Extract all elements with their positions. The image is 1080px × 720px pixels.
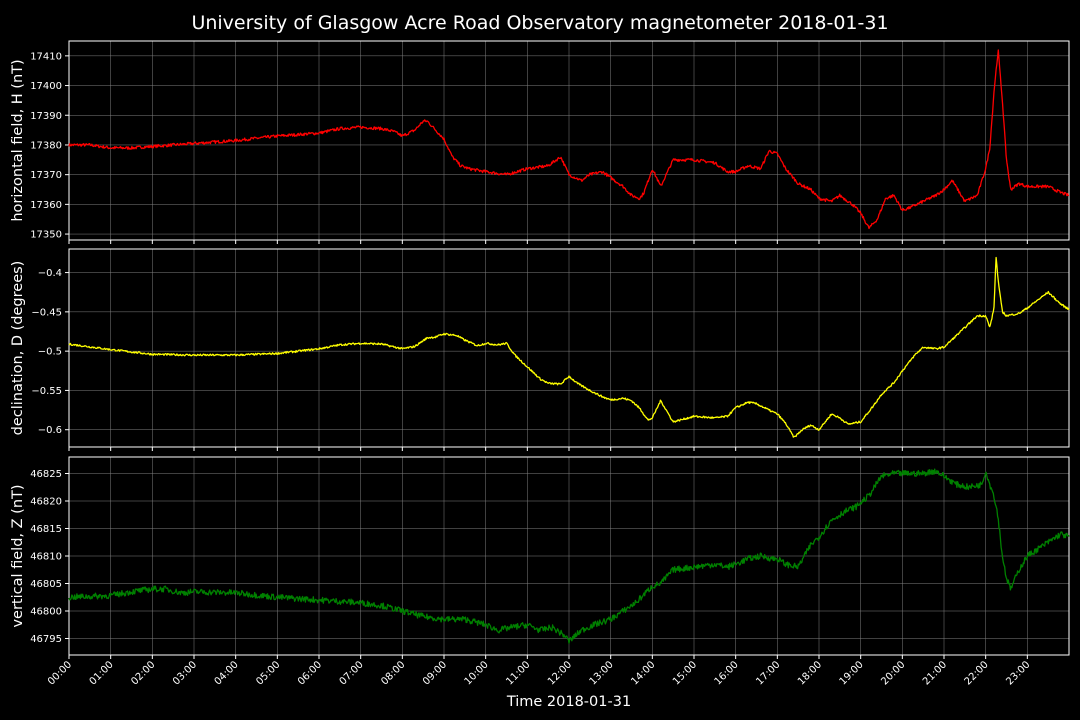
series-line-d <box>68 256 1070 438</box>
x-axis-label: Time 2018-01-31 <box>506 694 631 710</box>
y-tick-label: −0.6 <box>38 425 62 436</box>
y-tick-label: 46825 <box>30 469 62 480</box>
y-tick-label: 46800 <box>30 607 62 618</box>
series-line-z <box>68 468 1070 644</box>
y-tick-label: 46805 <box>30 579 62 590</box>
grid-d <box>68 249 1069 447</box>
ylabel-d: declination, D (degrees) <box>10 261 26 436</box>
y-tick-label: 17360 <box>30 200 62 211</box>
y-tick-label: −0.4 <box>38 268 62 279</box>
y-tick-label: −0.5 <box>38 347 62 358</box>
xtickmarks-h <box>68 240 1028 244</box>
y-tick-label: 46795 <box>30 634 62 645</box>
y-tick-label: 46810 <box>30 552 62 563</box>
yticks-d: −0.6 −0.55 −0.5 −0.45 −0.4 <box>31 268 69 436</box>
yticks-h: 17350 17360 17370 17380 17390 17400 17410 <box>30 51 69 241</box>
figure-title: University of Glasgow Acre Road Observat… <box>191 12 888 34</box>
yticks-z: 46795 46800 46805 46810 46815 46820 46825 <box>30 469 69 645</box>
panel-declination: −0.6 −0.55 −0.5 −0.45 −0.4 declination, D (d… <box>10 248 1070 451</box>
y-tick-label: 17410 <box>30 51 62 62</box>
y-tick-label: 46815 <box>30 524 62 535</box>
y-tick-label: −0.55 <box>31 386 62 397</box>
y-tick-label: −0.45 <box>31 307 62 318</box>
y-tick-label: 17390 <box>30 111 62 122</box>
y-tick-label: 46820 <box>30 497 62 508</box>
xtickmarks-z <box>68 655 1028 659</box>
y-tick-label: 17370 <box>30 170 62 181</box>
series-line-h <box>68 49 1070 230</box>
y-tick-label: 17400 <box>30 81 62 92</box>
panel-horizontal-field: 17350 17360 17370 17380 17390 17400 17410 hori… <box>10 40 1070 244</box>
ylabel-z: vertical field, Z (nT) <box>10 484 26 627</box>
xtickmarks-d <box>68 447 1028 451</box>
y-tick-label: 17350 <box>30 230 62 241</box>
panel-vertical-field: 46795 46800 46805 46810 46815 46820 46825 vert… <box>10 456 1070 659</box>
y-tick-label: 17380 <box>30 140 62 151</box>
ylabel-h: horizontal field, H (nT) <box>10 59 26 221</box>
grid-h <box>68 41 1069 240</box>
